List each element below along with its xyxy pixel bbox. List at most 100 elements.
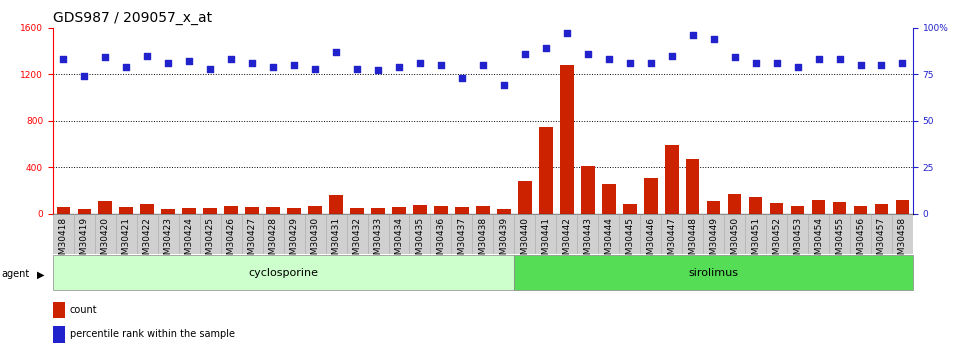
Bar [871,214,892,254]
Bar [74,214,95,254]
Text: cyclosporine: cyclosporine [249,268,319,277]
Text: GSM30447: GSM30447 [667,217,677,266]
Point [643,60,658,66]
Bar [53,326,65,343]
Bar [179,214,200,254]
Bar [745,214,766,254]
Bar [305,214,326,254]
Point [412,60,428,66]
Text: GSM30423: GSM30423 [163,217,173,266]
Bar [140,204,154,214]
Point [139,53,155,58]
Bar [224,206,238,214]
Bar [431,214,452,254]
Bar [808,214,829,254]
Point [433,62,449,68]
Bar [853,206,868,214]
Bar [53,302,65,318]
Point [182,58,197,64]
Bar [434,206,448,214]
Bar [347,214,367,254]
Point [265,64,281,69]
Bar [725,214,745,254]
Bar [518,181,531,214]
Text: GSM30449: GSM30449 [709,217,718,266]
Bar [200,214,221,254]
Text: GSM30438: GSM30438 [479,217,487,266]
Bar [78,209,91,214]
Point [98,55,113,60]
Text: GSM30456: GSM30456 [856,217,865,266]
Bar [326,214,347,254]
Bar [452,214,473,254]
Bar [262,214,283,254]
Text: GSM30425: GSM30425 [206,217,214,266]
Text: GSM30451: GSM30451 [752,217,760,266]
Bar [829,214,850,254]
Bar [98,201,112,214]
Bar [875,204,888,214]
Bar [787,214,808,254]
Text: GDS987 / 209057_x_at: GDS987 / 209057_x_at [53,11,212,25]
Bar [388,214,409,254]
Point [580,51,596,57]
Bar [266,207,280,214]
Bar [896,200,909,214]
Text: GSM30457: GSM30457 [877,217,886,266]
Text: GSM30443: GSM30443 [583,217,592,266]
Bar [53,255,514,290]
Bar [413,205,427,214]
Bar [245,207,259,214]
Point [455,75,470,81]
Text: agent: agent [1,269,29,279]
Bar [330,195,343,214]
Bar [644,178,657,214]
Point [517,51,532,57]
Point [329,49,344,55]
Point [874,62,889,68]
Bar [556,214,578,254]
Text: GSM30419: GSM30419 [80,217,88,266]
Point [476,62,491,68]
Text: GSM30427: GSM30427 [248,217,257,266]
Point [706,36,722,41]
Bar [241,214,262,254]
Bar [661,214,682,254]
Text: GSM30445: GSM30445 [626,217,634,266]
Point [895,60,910,66]
Point [370,68,385,73]
Bar [371,208,384,214]
Point [601,57,616,62]
Bar [578,214,599,254]
Point [244,60,259,66]
Bar [623,204,636,214]
Bar [204,208,217,214]
Bar [833,202,847,214]
Bar [350,208,364,214]
Text: GSM30431: GSM30431 [332,217,340,266]
Bar [53,214,74,254]
Text: GSM30432: GSM30432 [353,217,361,266]
Bar [665,145,678,214]
Point [559,30,575,36]
Text: GSM30452: GSM30452 [772,217,781,266]
Point [769,60,784,66]
Bar [727,194,742,214]
Text: GSM30433: GSM30433 [374,217,382,266]
Bar [686,159,700,214]
Text: GSM30455: GSM30455 [835,217,844,266]
Bar [640,214,661,254]
Text: percentile rank within the sample: percentile rank within the sample [70,329,234,339]
Text: GSM30424: GSM30424 [185,217,194,266]
Bar [539,127,553,214]
Bar [599,214,619,254]
Bar [581,166,595,214]
Point [160,60,176,66]
Text: sirolimus: sirolimus [689,268,739,277]
Point [56,57,71,62]
Bar [183,208,196,214]
Point [790,64,805,69]
Text: GSM30439: GSM30439 [500,217,508,266]
Bar [791,206,804,214]
Text: GSM30453: GSM30453 [793,217,802,266]
